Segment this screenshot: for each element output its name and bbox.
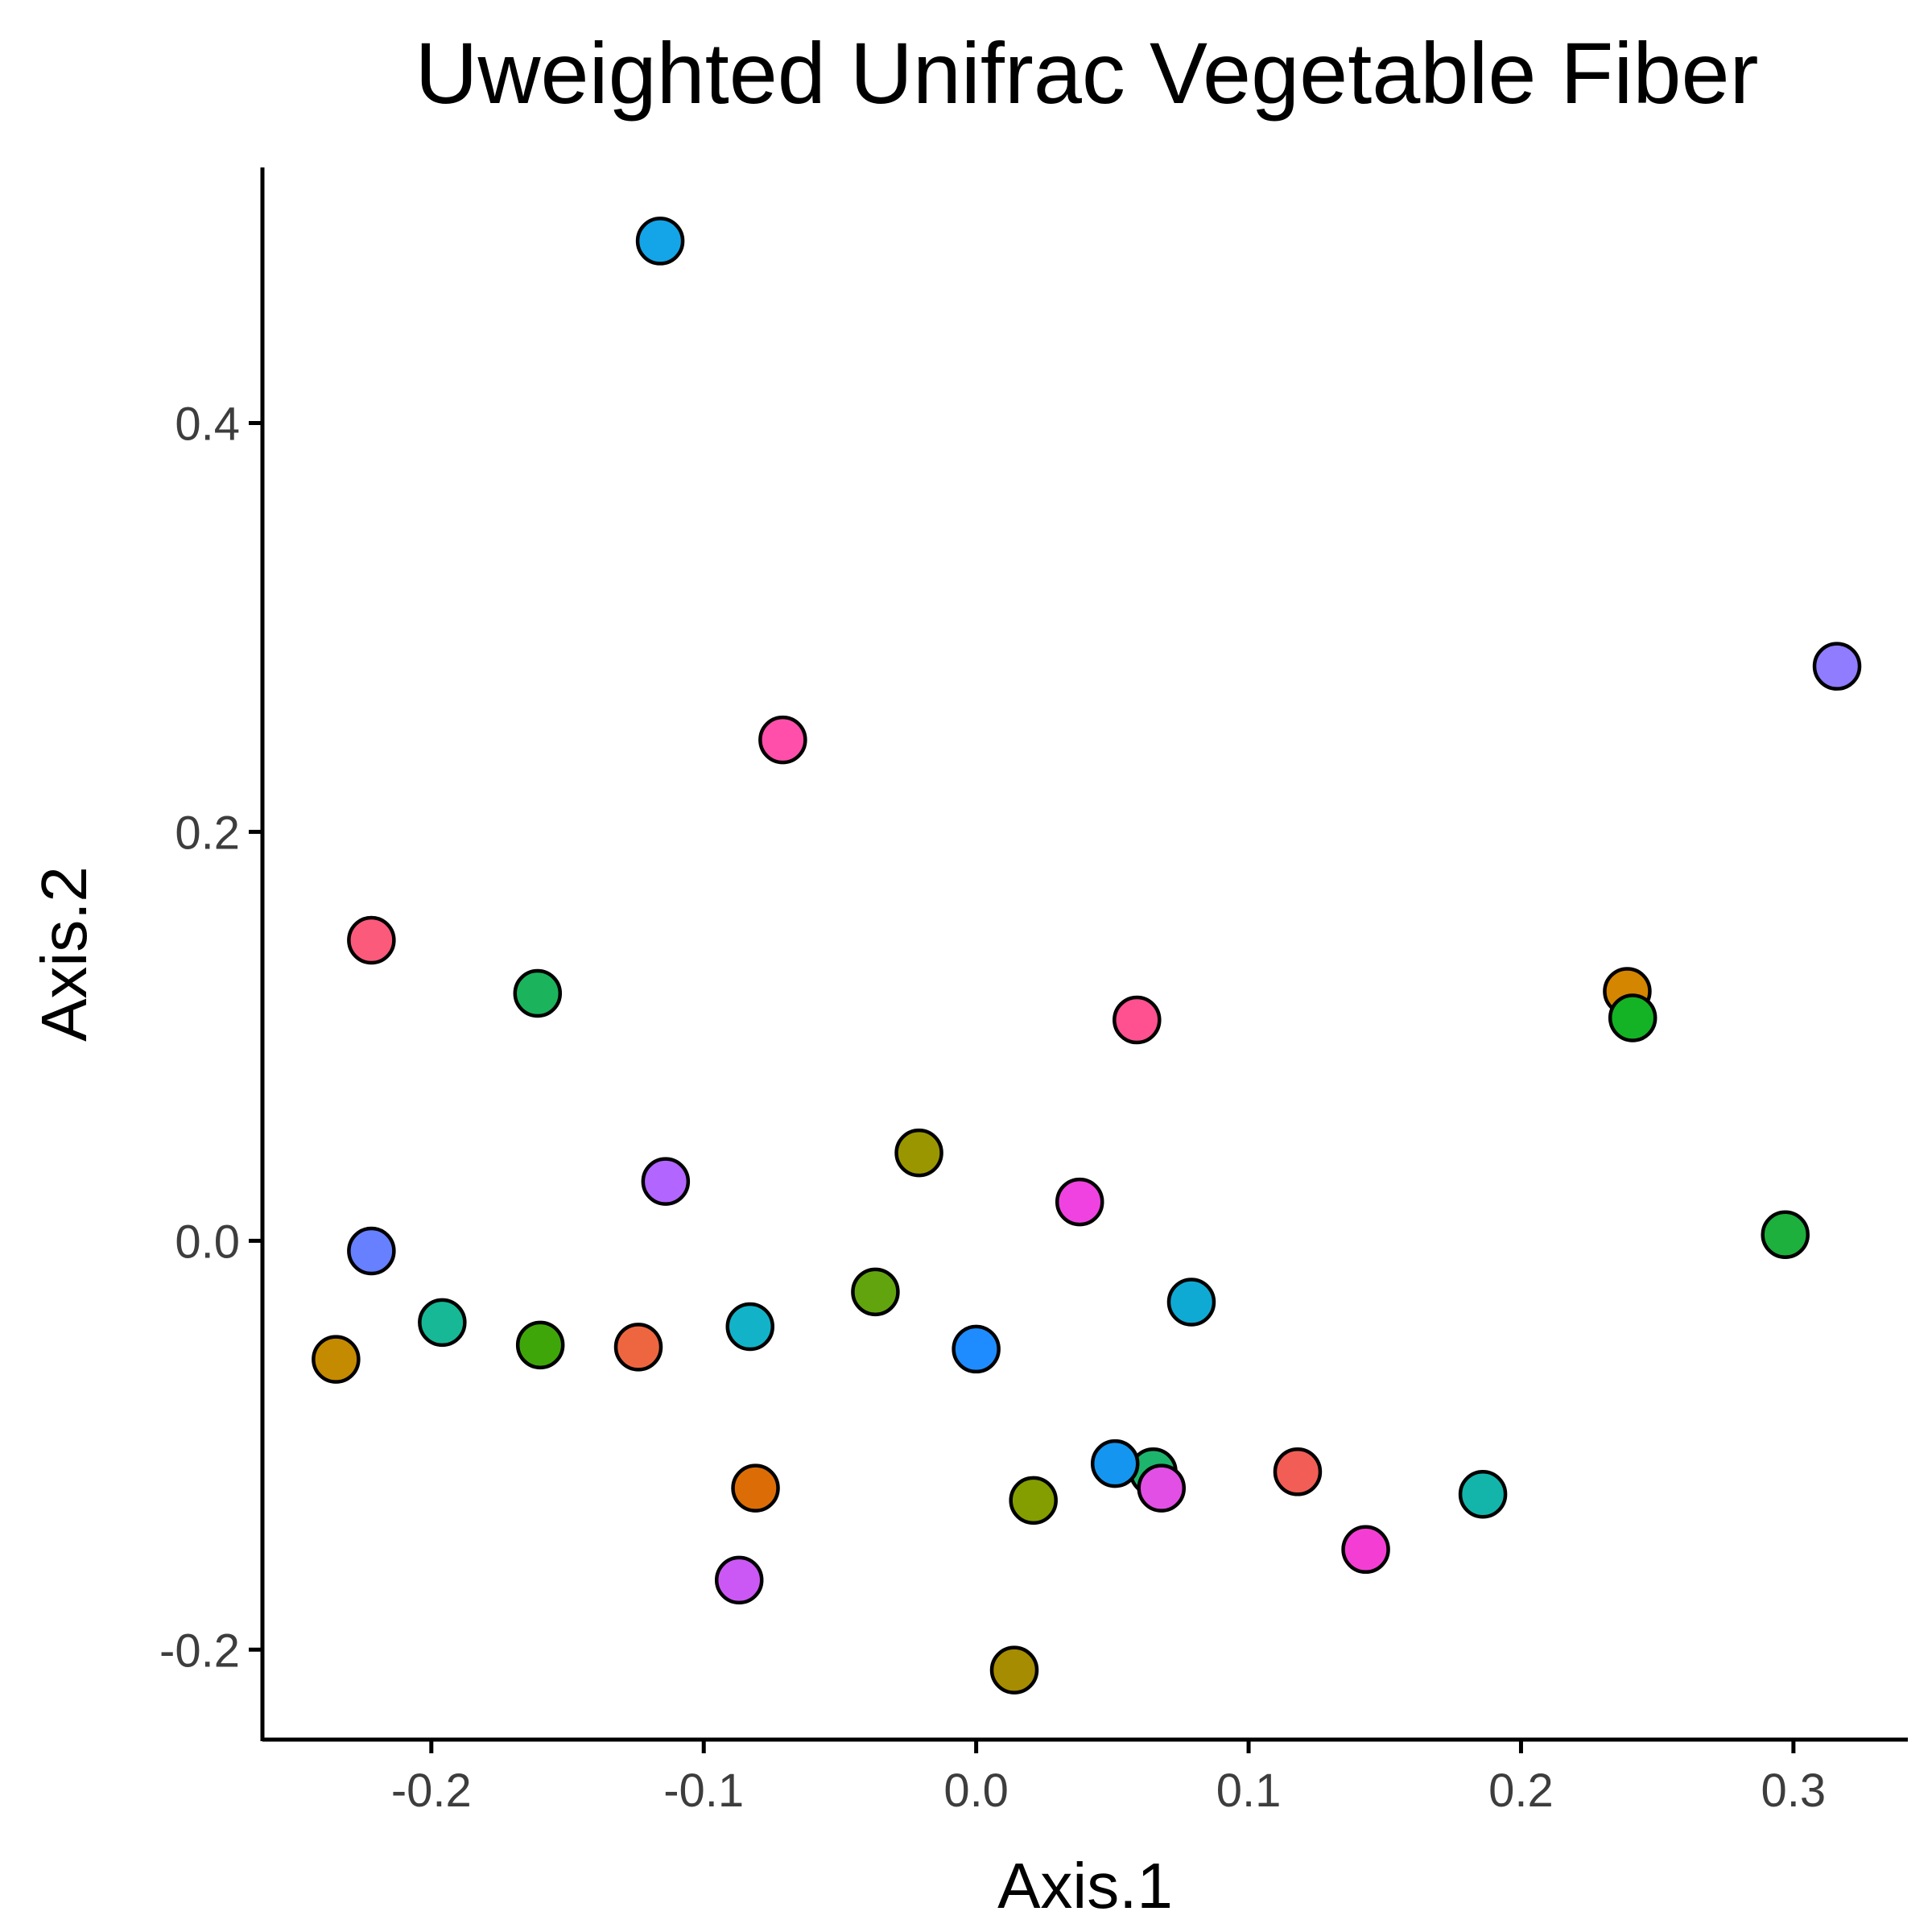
data-point xyxy=(1166,1278,1216,1327)
x-tick-label: -0.1 xyxy=(663,1765,744,1817)
data-point xyxy=(1273,1447,1323,1496)
data-point xyxy=(641,1157,691,1206)
data-point xyxy=(731,1463,780,1513)
x-tick-label: -0.2 xyxy=(391,1765,472,1817)
data-point xyxy=(1113,995,1162,1045)
y-axis-title: Axis.2 xyxy=(28,866,100,1042)
data-point xyxy=(758,715,807,765)
y-tick-label: -0.2 xyxy=(159,1624,240,1677)
y-tick-label: 0.0 xyxy=(175,1216,240,1268)
y-tick-label: 0.4 xyxy=(175,398,240,450)
x-tick-label: 0.2 xyxy=(1488,1765,1554,1817)
data-point xyxy=(1009,1476,1058,1525)
x-axis-ticks: -0.2 -0.1 0.0 0.1 0.2 0.3 xyxy=(391,1740,1826,1817)
data-point xyxy=(347,915,396,965)
data-point xyxy=(725,1302,775,1352)
data-point xyxy=(989,1645,1039,1695)
data-point xyxy=(1761,1210,1810,1259)
data-point xyxy=(312,1335,361,1384)
data-point xyxy=(513,968,563,1018)
data-point xyxy=(1458,1469,1508,1519)
data-point xyxy=(1608,993,1657,1042)
chart-title: Uweighted Unifrac Vegetable Fiber xyxy=(415,24,1759,122)
data-point xyxy=(851,1267,900,1317)
data-point xyxy=(635,217,685,266)
data-point xyxy=(952,1324,1001,1374)
x-tick-label: 0.1 xyxy=(1216,1765,1282,1817)
y-tick-label: 0.2 xyxy=(175,807,240,859)
data-point xyxy=(515,1320,565,1370)
data-point xyxy=(1341,1525,1390,1575)
data-point xyxy=(1137,1463,1187,1513)
data-point xyxy=(1812,642,1862,691)
data-point xyxy=(613,1323,663,1372)
x-axis-title: Axis.1 xyxy=(997,1850,1173,1922)
x-tick-label: 0.0 xyxy=(943,1765,1009,1817)
data-point xyxy=(347,1226,396,1276)
data-point xyxy=(1055,1177,1104,1227)
data-point xyxy=(714,1555,764,1605)
data-point xyxy=(1090,1439,1140,1488)
x-tick-label: 0.3 xyxy=(1761,1765,1827,1817)
data-point xyxy=(418,1298,467,1348)
data-points xyxy=(312,217,1862,1695)
y-axis-ticks: -0.2 0.0 0.2 0.4 xyxy=(159,398,262,1677)
data-point xyxy=(894,1128,943,1178)
